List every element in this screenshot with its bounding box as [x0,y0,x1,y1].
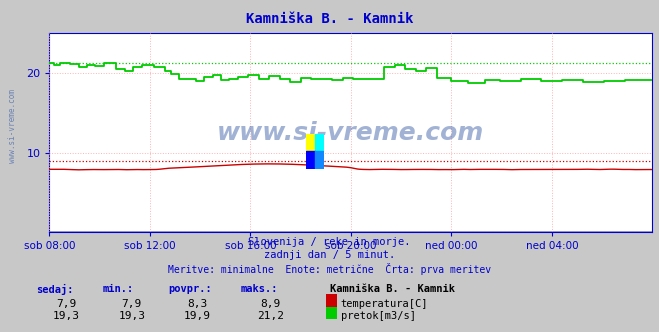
Text: sedaj:: sedaj: [36,284,74,295]
Text: Slovenija / reke in morje.: Slovenija / reke in morje. [248,237,411,247]
Text: 7,9: 7,9 [122,299,142,309]
Text: povpr.:: povpr.: [168,284,212,294]
Text: www.si-vreme.com: www.si-vreme.com [217,121,484,145]
Text: 19,3: 19,3 [53,311,79,321]
Text: 7,9: 7,9 [56,299,76,309]
Text: 21,2: 21,2 [257,311,283,321]
Text: pretok[m3/s]: pretok[m3/s] [341,311,416,321]
Text: temperatura[C]: temperatura[C] [341,299,428,309]
Text: maks.:: maks.: [241,284,278,294]
Text: Kamniška B. - Kamnik: Kamniška B. - Kamnik [330,284,455,294]
Text: zadnji dan / 5 minut.: zadnji dan / 5 minut. [264,250,395,260]
Text: min.:: min.: [102,284,133,294]
Text: 19,3: 19,3 [119,311,145,321]
Text: 8,9: 8,9 [260,299,280,309]
Text: 8,3: 8,3 [188,299,208,309]
Text: Meritve: minimalne  Enote: metrične  Črta: prva meritev: Meritve: minimalne Enote: metrične Črta:… [168,263,491,275]
Text: Kamniška B. - Kamnik: Kamniška B. - Kamnik [246,12,413,26]
Text: 19,9: 19,9 [185,311,211,321]
Text: www.si-vreme.com: www.si-vreme.com [8,89,17,163]
